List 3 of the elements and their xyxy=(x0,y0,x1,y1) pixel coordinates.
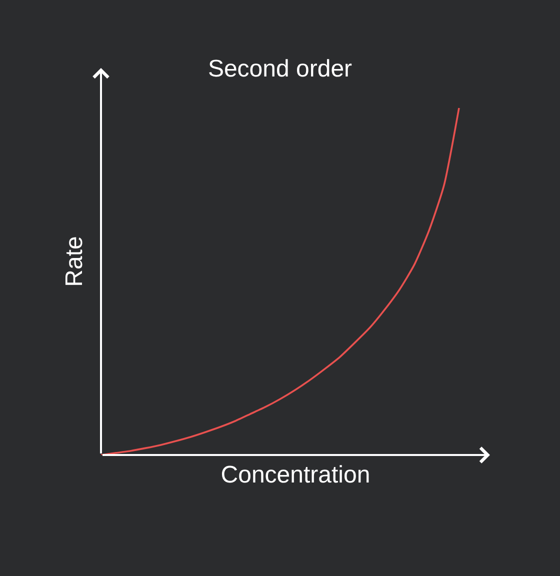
x-axis-title: Concentration xyxy=(220,461,370,488)
y-axis-title: Rate xyxy=(61,236,88,287)
chart-title: Second order xyxy=(208,55,352,82)
